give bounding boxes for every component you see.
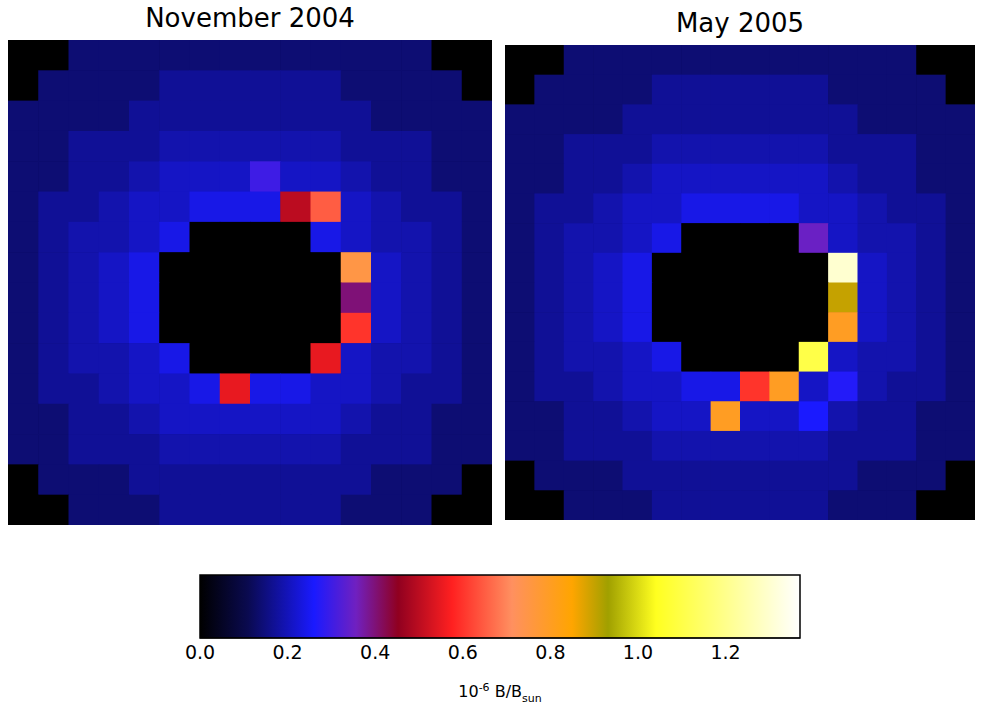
svg-text:0.0: 0.0: [185, 641, 215, 663]
svg-text:0.2: 0.2: [272, 641, 302, 663]
html-text:May 2005: May 2005: [675, 8, 805, 38]
svg-text:0.8: 0.8: [535, 641, 565, 663]
html-text:November 2004: November 2004: [145, 3, 355, 33]
svg-text:0.4: 0.4: [360, 641, 390, 663]
svg-text:0.6: 0.6: [448, 641, 478, 663]
svg-text:1.2: 1.2: [710, 641, 740, 663]
svg-text:1.0: 1.0: [623, 641, 653, 663]
html-text:10-6B/Bsun: 10-6B/Bsun: [458, 681, 542, 705]
